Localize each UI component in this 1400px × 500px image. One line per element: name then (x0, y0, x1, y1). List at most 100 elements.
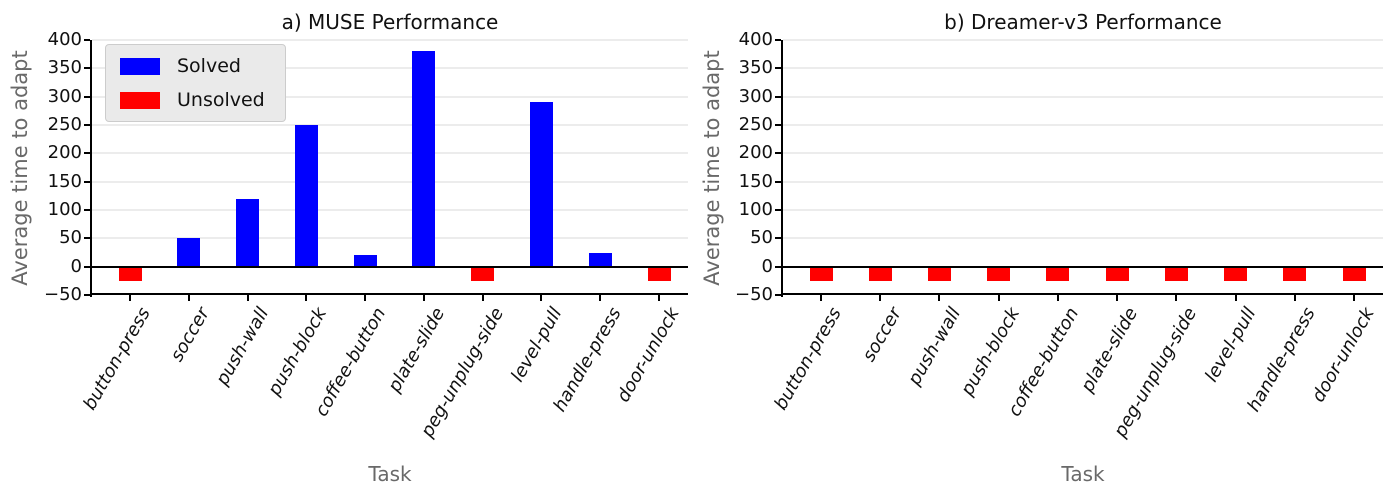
y-tick-label: 150 (738, 170, 773, 192)
x-tick-mark (658, 295, 660, 301)
y-tick-label: 250 (47, 114, 82, 135)
y-tick-mark (84, 152, 90, 155)
x-axis-spine (90, 293, 688, 295)
y-axis-spine (781, 40, 783, 297)
bar-solved (177, 238, 201, 267)
bar-solved (529, 102, 553, 267)
y-tick-label: −50 (44, 284, 82, 305)
gridline (92, 180, 688, 183)
gridline (92, 152, 688, 155)
chart-title: b) Dreamer-v3 Performance (944, 10, 1222, 34)
gridline (783, 95, 1383, 98)
y-tick-mark (775, 265, 781, 268)
y-tick-label: 200 (738, 142, 773, 164)
x-tick-mark (820, 295, 822, 301)
legend-label-unsolved: Unsolved (177, 89, 265, 111)
gridline (92, 124, 688, 126)
y-tick-label: 100 (738, 199, 773, 220)
x-tick-mark (997, 295, 1000, 301)
x-tick-mark (599, 295, 602, 301)
x-tick-mark (481, 295, 484, 301)
y-tick-label: 250 (738, 114, 773, 135)
bar-unsolved (868, 266, 892, 281)
bar-unsolved (1105, 266, 1129, 281)
x-tick-mark (129, 295, 131, 301)
y-tick-mark (84, 294, 90, 296)
gridline (783, 39, 1383, 41)
bar-unsolved (471, 266, 495, 281)
gridline (783, 180, 1383, 183)
legend-item-solved: Solved (120, 55, 265, 77)
plot-area: button-press soccer push-wall push-block cof… (735, 29, 1383, 441)
y-tick-mark (775, 124, 781, 126)
bar-solved (588, 252, 612, 267)
y-tick-mark (84, 265, 90, 268)
y-tick-mark (84, 180, 90, 183)
y-tick-label: 50 (750, 227, 773, 249)
x-tick-mark (246, 295, 249, 301)
bar-unsolved (118, 266, 142, 281)
bar-solved (236, 198, 260, 267)
y-tick-label: −50 (735, 284, 773, 305)
bar-unsolved (987, 266, 1011, 281)
x-tick-mark (1234, 295, 1237, 301)
y-tick-mark (84, 67, 90, 70)
y-tick-label: 150 (47, 170, 82, 192)
bar-unsolved (647, 266, 671, 281)
bar-solved (353, 255, 377, 267)
x-tick-label: soccer (166, 304, 214, 366)
legend-item-unsolved: Unsolved (120, 89, 265, 111)
x-tick-mark (1116, 295, 1119, 301)
bar-unsolved (1283, 266, 1307, 281)
x-tick-label: push-block (956, 304, 1024, 400)
legend-swatch-unsolved-icon (120, 91, 160, 109)
x-tick-label: button-press (79, 304, 156, 414)
x-tick-mark (305, 295, 308, 301)
x-tick-label: plate-slide (383, 304, 450, 396)
y-axis-label: Average time to adapt (8, 50, 32, 286)
y-tick-label: 0 (761, 255, 773, 277)
x-tick-label: push-wall (211, 304, 273, 389)
y-tick-mark (84, 39, 90, 41)
gridline (92, 209, 688, 211)
bar-unsolved (1046, 266, 1070, 281)
x-tick-mark (187, 295, 190, 301)
y-tick-mark (84, 124, 90, 126)
x-tick-mark (879, 295, 882, 301)
y-tick-mark (775, 95, 781, 98)
x-tick-label: button-press (770, 304, 847, 414)
chart-title: a) MUSE Performance (281, 10, 499, 34)
y-tick-mark (775, 209, 781, 211)
x-tick-label: level-pull (1201, 304, 1261, 386)
gridline (783, 152, 1383, 155)
x-tick-mark (1353, 295, 1355, 301)
bar-unsolved (927, 266, 951, 281)
x-tick-label: level-pull (507, 304, 567, 386)
gridline (92, 237, 688, 240)
x-tick-label: soccer (857, 304, 906, 366)
y-tick-mark (775, 39, 781, 41)
zero-line (92, 265, 688, 268)
zero-line (783, 265, 1383, 268)
gridline (92, 95, 688, 98)
x-tick-mark (1056, 295, 1059, 301)
y-tick-label: 300 (738, 85, 773, 107)
gridline (783, 67, 1383, 70)
x-tick-mark (1293, 295, 1296, 301)
bar-unsolved (809, 266, 833, 281)
bar-solved (412, 51, 436, 267)
y-tick-mark (84, 95, 90, 98)
y-tick-label: 300 (47, 85, 82, 107)
y-axis-label: Average time to adapt (700, 50, 724, 286)
x-axis-label: Task (368, 462, 412, 486)
y-axis-spine (90, 40, 92, 297)
y-tick-label: 200 (47, 142, 82, 164)
x-axis-spine (781, 293, 1383, 295)
x-tick-label: push-block (264, 304, 332, 400)
legend-label-solved: Solved (177, 55, 241, 77)
y-tick-label: 350 (47, 57, 82, 79)
x-tick-mark (364, 295, 367, 301)
y-tick-label: 350 (738, 57, 773, 79)
x-tick-mark (422, 295, 425, 301)
